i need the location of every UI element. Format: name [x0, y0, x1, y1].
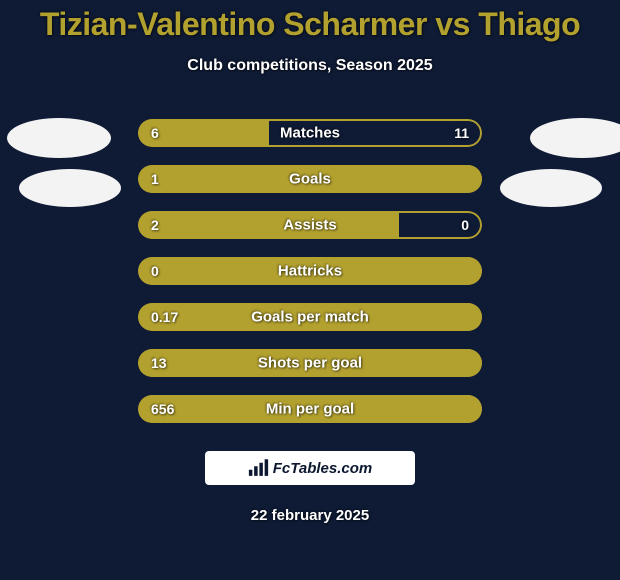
stat-label: Min per goal — [266, 401, 354, 418]
stat-left-value: 2 — [151, 217, 159, 233]
stat-right-value: 11 — [454, 125, 469, 141]
stat-left-value: 6 — [151, 125, 159, 141]
stat-label: Shots per goal — [258, 355, 362, 372]
stat-label: Hattricks — [278, 263, 342, 280]
stat-left-value: 13 — [151, 355, 167, 371]
stat-row: 1 Goals — [138, 165, 482, 193]
stat-row: 656 Min per goal — [138, 395, 482, 423]
stat-fill-left — [138, 211, 399, 239]
stat-row: 2 0 Assists — [138, 211, 482, 239]
watermark: FcTables.com — [205, 451, 415, 485]
player-photo-left — [7, 118, 111, 158]
stat-row: 13 Shots per goal — [138, 349, 482, 377]
stat-row: 0.17 Goals per match — [138, 303, 482, 331]
stat-left-value: 0 — [151, 263, 159, 279]
page-subtitle: Club competitions, Season 2025 — [0, 57, 620, 75]
stats-list: 6 11 Matches 1 Goals 2 0 Assists 0 Hattricks 0.17 G… — [0, 119, 620, 423]
stat-label: Goals per match — [251, 309, 369, 326]
footer-date: 22 february 2025 — [0, 507, 620, 524]
stat-right-value: 0 — [461, 217, 469, 233]
watermark-text: FcTables.com — [273, 460, 372, 477]
stat-left-value: 656 — [151, 401, 174, 417]
stat-label: Matches — [280, 125, 340, 142]
stat-left-value: 1 — [151, 171, 159, 187]
stat-label: Goals — [289, 171, 331, 188]
stat-label: Assists — [283, 217, 336, 234]
comparison-infographic: Tizian-Valentino Scharmer vs Thiago Club… — [0, 0, 620, 580]
bars-icon — [248, 459, 269, 477]
page-title: Tizian-Valentino Scharmer vs Thiago — [0, 0, 620, 43]
club-logo-left — [19, 169, 121, 207]
club-logo-right — [500, 169, 602, 207]
stat-row: 6 11 Matches — [138, 119, 482, 147]
stat-row: 0 Hattricks — [138, 257, 482, 285]
stat-left-value: 0.17 — [151, 309, 178, 325]
